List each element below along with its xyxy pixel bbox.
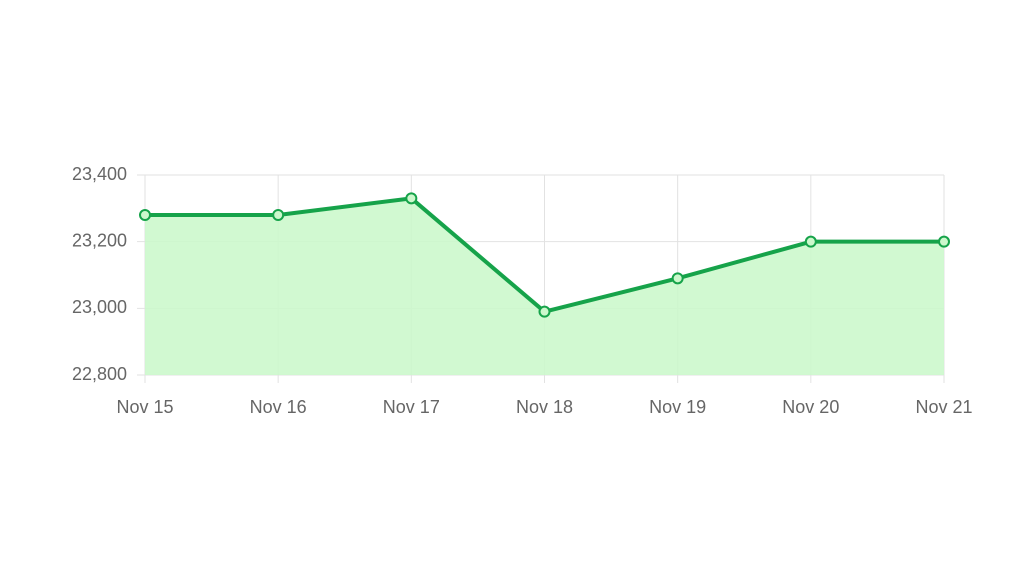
x-tick-label: Nov 20 [782,397,839,417]
y-tick-label: 23,400 [72,164,127,184]
point [538,305,551,318]
y-tick-label: 22,800 [72,364,127,384]
x-tick-label: Nov 17 [383,397,440,417]
x-tick-label: Nov 18 [516,397,573,417]
x-tick-label: Nov 15 [116,397,173,417]
point [272,209,285,221]
area [145,198,944,375]
x-tick-label: Nov 19 [649,397,706,417]
x-tick-label: Nov 21 [915,397,972,417]
y-tick-label: 23,200 [72,230,127,250]
point [804,235,817,248]
x-tick-label: Nov 16 [250,397,307,417]
point [671,272,684,285]
point [938,235,950,248]
point [139,209,151,221]
y-tick-label: 23,000 [72,297,127,317]
point [405,192,418,205]
